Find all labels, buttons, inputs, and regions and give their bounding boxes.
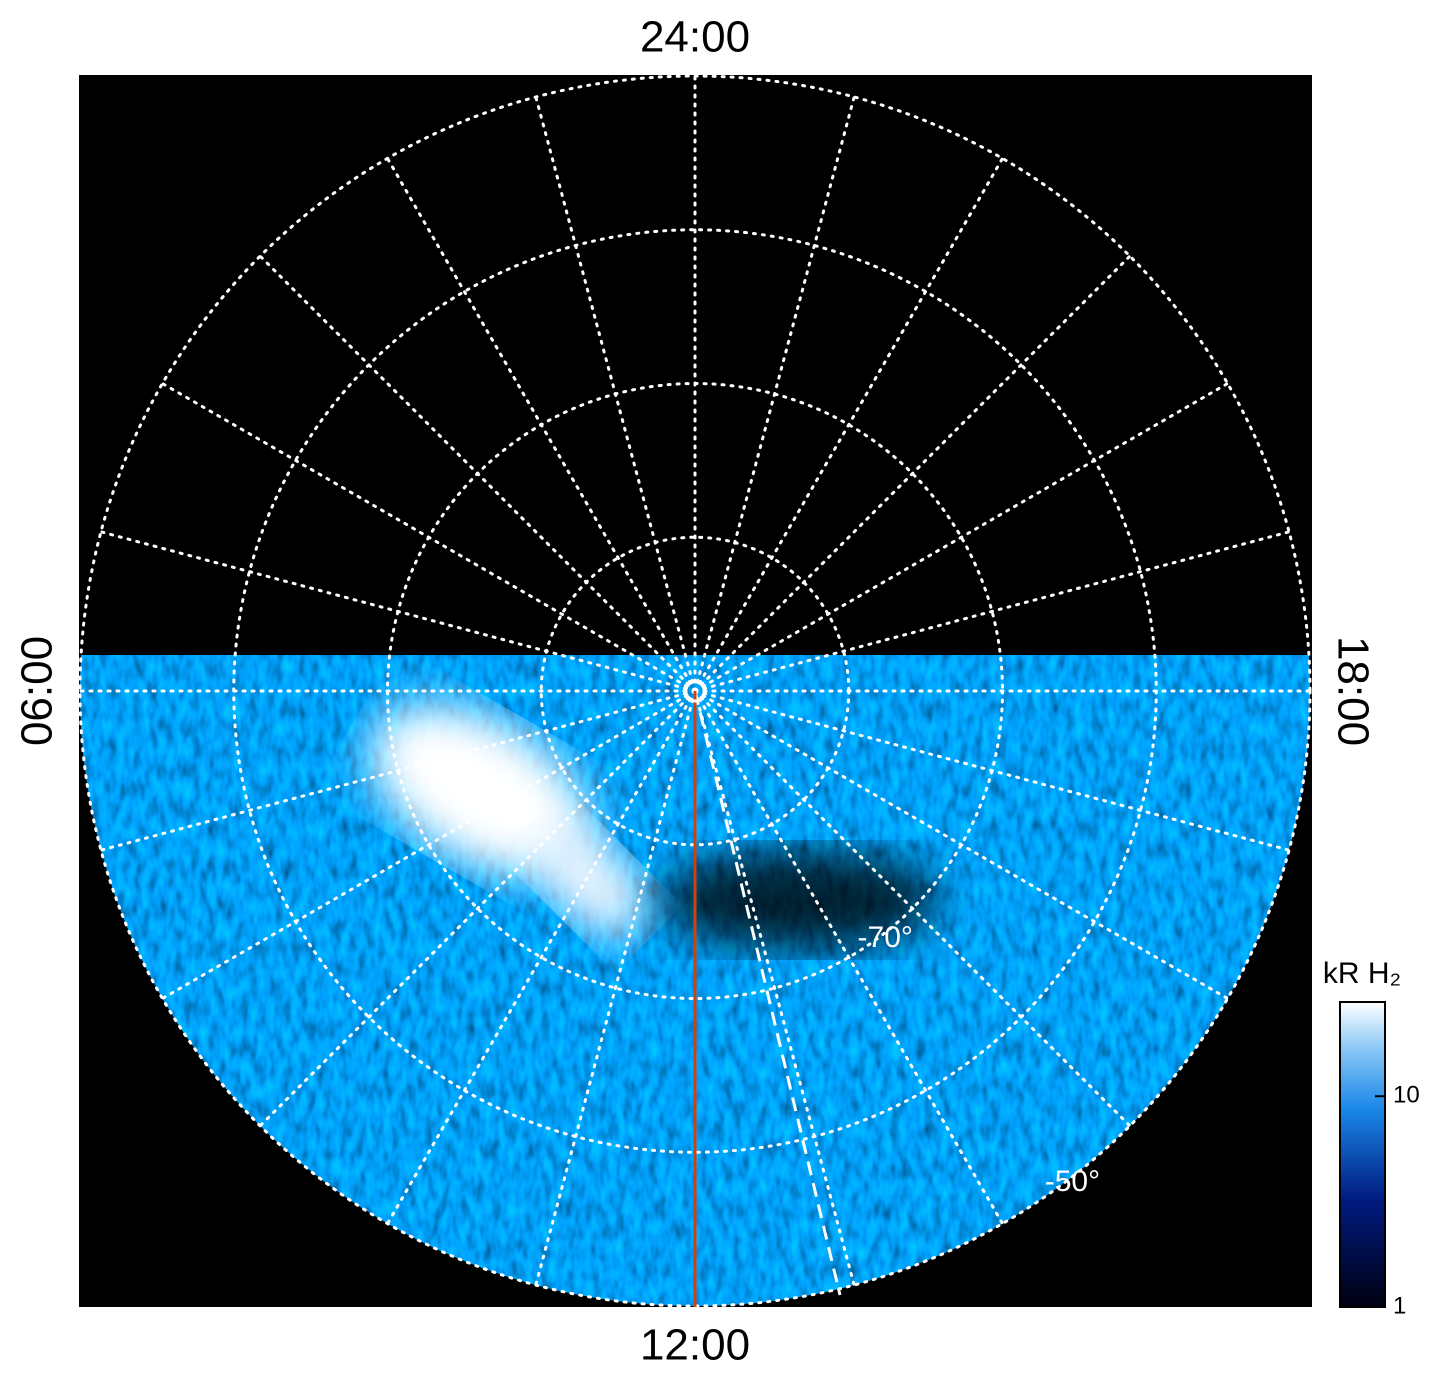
- latitude-label: -70°: [858, 921, 913, 954]
- meridian-grid-line: [693, 689, 1291, 852]
- time-label: 06:00: [13, 636, 62, 746]
- time-label: 24:00: [640, 13, 750, 62]
- colorbar: [1339, 1001, 1386, 1308]
- colorbar-label: kR H₂: [1323, 957, 1401, 990]
- pole-marker: [683, 679, 707, 703]
- meridian-grid-line: [258, 254, 697, 693]
- meridian-grid-line: [386, 689, 697, 1226]
- meridian-grid-line: [160, 382, 697, 693]
- meridian-grid-line: [693, 530, 1291, 693]
- meridian-grid-line: [693, 95, 856, 693]
- time-label: 12:00: [640, 1321, 750, 1370]
- track-line: [693, 690, 842, 1296]
- meridian-grid-line: [534, 95, 697, 693]
- meridian-grid-line: [693, 689, 856, 1287]
- latitude-label: -50°: [1045, 1165, 1100, 1198]
- meridian-grid-line: [258, 689, 697, 1128]
- meridian-grid-line: [386, 156, 697, 693]
- meridian-grid-line: [99, 689, 697, 852]
- colorbar-tick-label: 1: [1393, 1292, 1406, 1319]
- meridian-grid-line: [693, 689, 1132, 1128]
- polar-grid: [78, 74, 1312, 1308]
- meridian-grid-line: [160, 689, 697, 1000]
- colorbar-tick-label: 10: [1393, 1082, 1420, 1109]
- time-label: 18:00: [1328, 636, 1377, 746]
- meridian-grid-line: [693, 382, 1230, 693]
- meridian-grid-line: [99, 530, 697, 693]
- meridian-grid-line: [693, 689, 1230, 1000]
- meridian-grid-line: [693, 156, 1004, 693]
- meridian-grid-line: [534, 689, 697, 1287]
- meridian-grid-line: [693, 254, 1132, 693]
- meridian-grid-line: [693, 689, 1004, 1226]
